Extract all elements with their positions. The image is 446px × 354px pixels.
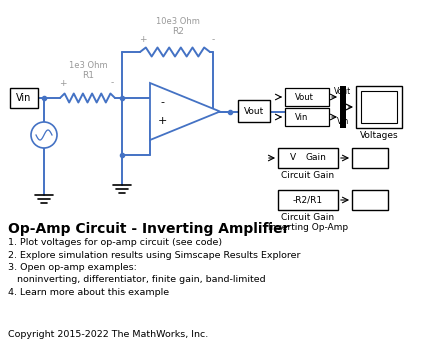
Text: Vin: Vin <box>17 93 32 103</box>
Text: Circuit Gain: Circuit Gain <box>281 171 334 181</box>
Text: 1e3 Ohm: 1e3 Ohm <box>69 62 107 70</box>
Bar <box>278 148 338 168</box>
Text: Gain: Gain <box>305 154 326 162</box>
Text: R2: R2 <box>172 27 184 35</box>
Text: +: + <box>157 116 167 126</box>
Bar <box>361 91 397 123</box>
Text: Vin: Vin <box>295 113 308 121</box>
Bar <box>10 88 38 108</box>
Bar <box>285 88 329 106</box>
Bar <box>238 100 270 122</box>
Text: 4. Learn more about this example: 4. Learn more about this example <box>8 288 169 297</box>
Text: V: V <box>290 154 296 162</box>
Text: Inverting Op-Amp: Inverting Op-Amp <box>268 223 348 232</box>
Text: Circuit Gain: Circuit Gain <box>281 213 334 223</box>
Text: 3. Open op-amp examples:: 3. Open op-amp examples: <box>8 263 137 272</box>
Text: Op-Amp Circuit - Inverting Amplifier: Op-Amp Circuit - Inverting Amplifier <box>8 222 289 236</box>
Polygon shape <box>150 83 220 140</box>
Text: -: - <box>160 97 164 107</box>
Text: 10e3 Ohm: 10e3 Ohm <box>156 17 200 27</box>
Text: Vout: Vout <box>295 92 314 102</box>
Text: Vin: Vin <box>337 118 349 126</box>
Bar <box>340 86 346 128</box>
Text: -: - <box>211 35 215 45</box>
Text: +: + <box>59 79 67 87</box>
Text: noninverting, differentiator, finite gain, band-limited: noninverting, differentiator, finite gai… <box>8 275 266 285</box>
Text: +: + <box>139 35 147 45</box>
Text: -: - <box>110 79 114 87</box>
Bar <box>285 108 329 126</box>
Text: Vout: Vout <box>334 87 351 97</box>
Text: 1. Plot voltages for op-amp circuit (see code): 1. Plot voltages for op-amp circuit (see… <box>8 238 222 247</box>
Text: R1: R1 <box>82 70 94 80</box>
Text: -R2/R1: -R2/R1 <box>293 195 323 205</box>
Bar <box>356 86 402 128</box>
Text: Copyright 2015-2022 The MathWorks, Inc.: Copyright 2015-2022 The MathWorks, Inc. <box>8 330 208 339</box>
Circle shape <box>31 122 57 148</box>
Text: 2. Explore simulation results using Simscape Results Explorer: 2. Explore simulation results using Sims… <box>8 251 301 259</box>
Bar <box>352 190 388 210</box>
Bar <box>278 190 338 210</box>
Bar <box>352 148 388 168</box>
Text: Vout: Vout <box>244 107 264 115</box>
Text: Voltages: Voltages <box>359 131 398 139</box>
